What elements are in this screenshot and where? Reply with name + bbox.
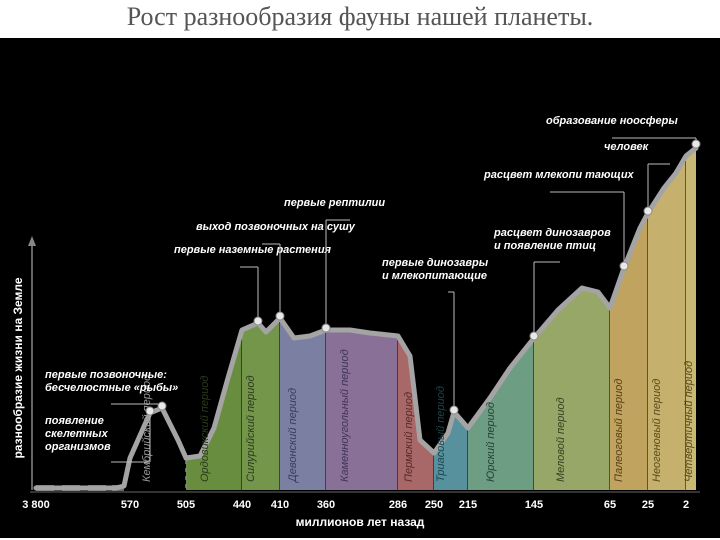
x-axis-title: миллионов лет назад (296, 515, 425, 529)
x-tick-label: 360 (317, 499, 335, 511)
event-label: образование ноосферы (546, 115, 678, 127)
period-label: Каменноугольный период (339, 349, 351, 482)
event-marker (146, 407, 154, 415)
x-tick-label: 25 (642, 499, 654, 511)
event-marker (530, 332, 538, 340)
event-label: первые наземные растения (174, 244, 332, 256)
period-label: Юрский период (485, 402, 497, 482)
period-label: Ордовикский период (199, 376, 211, 482)
event-label: и млекопитающие (382, 270, 487, 282)
event-label: организмов (45, 441, 111, 453)
x-tick-label: 570 (121, 499, 139, 511)
period-label: Силурийский период (245, 375, 257, 482)
event-label: и появление птиц (494, 240, 596, 252)
x-tick-label: 215 (459, 499, 477, 511)
event-marker (692, 140, 700, 148)
x-tick-label: 65 (604, 499, 616, 511)
x-tick-label: 286 (389, 499, 407, 511)
event-label: первые динозавры (382, 257, 489, 269)
x-tick-label: 3 800 (22, 499, 50, 511)
period-label: Четвертичный период (683, 361, 695, 482)
x-tick-label: 440 (233, 499, 251, 511)
y-axis-title: разнообразие жизни на Земле (11, 277, 25, 458)
period-label: Меловой период (555, 397, 567, 482)
period-label: Пермский период (403, 392, 415, 482)
chart-svg: 3 800 570 505 440 410 360 286 250 215 145 65 25 2 мил… (0, 38, 720, 538)
period-label: Неогеновый период (651, 379, 663, 482)
event-label: бесчелюстные «рыбы» (45, 382, 178, 394)
event-marker (322, 324, 330, 332)
biodiversity-chart: 3 800 570 505 440 410 360 286 250 215 145 65 25 2 мил… (0, 38, 720, 538)
event-marker (158, 402, 166, 410)
event-label: первые позвоночные: (45, 369, 167, 381)
event-label: человек (604, 141, 650, 153)
event-marker (276, 312, 284, 320)
event-marker (450, 406, 458, 414)
event-marker (254, 317, 262, 325)
x-tick-label: 250 (425, 499, 443, 511)
page-title: Рост разнообразия фауны нашей планеты. (0, 0, 720, 32)
event-marker (620, 262, 628, 270)
event-label: выход позвоночных на сушу (196, 221, 356, 233)
event-label: расцвет динозавров (493, 227, 611, 239)
page: Рост разнообразия фауны нашей планеты. 3… (0, 0, 720, 540)
period-label: Девонский период (287, 388, 299, 484)
x-tick-label: 505 (177, 499, 195, 511)
period-label: Триасовый период (435, 386, 447, 482)
event-label: появление (45, 415, 104, 427)
event-marker (644, 207, 652, 215)
x-tick-label: 410 (271, 499, 289, 511)
event-label: первые рептилии (284, 197, 385, 209)
x-tick-label: 145 (525, 499, 543, 511)
event-label: скелетных (45, 428, 109, 440)
period-fill (326, 330, 398, 490)
x-tick-label: 2 (683, 499, 689, 511)
period-label: Палеоговый период (613, 379, 625, 482)
event-label: расцвет млекопи тающих (483, 169, 635, 181)
